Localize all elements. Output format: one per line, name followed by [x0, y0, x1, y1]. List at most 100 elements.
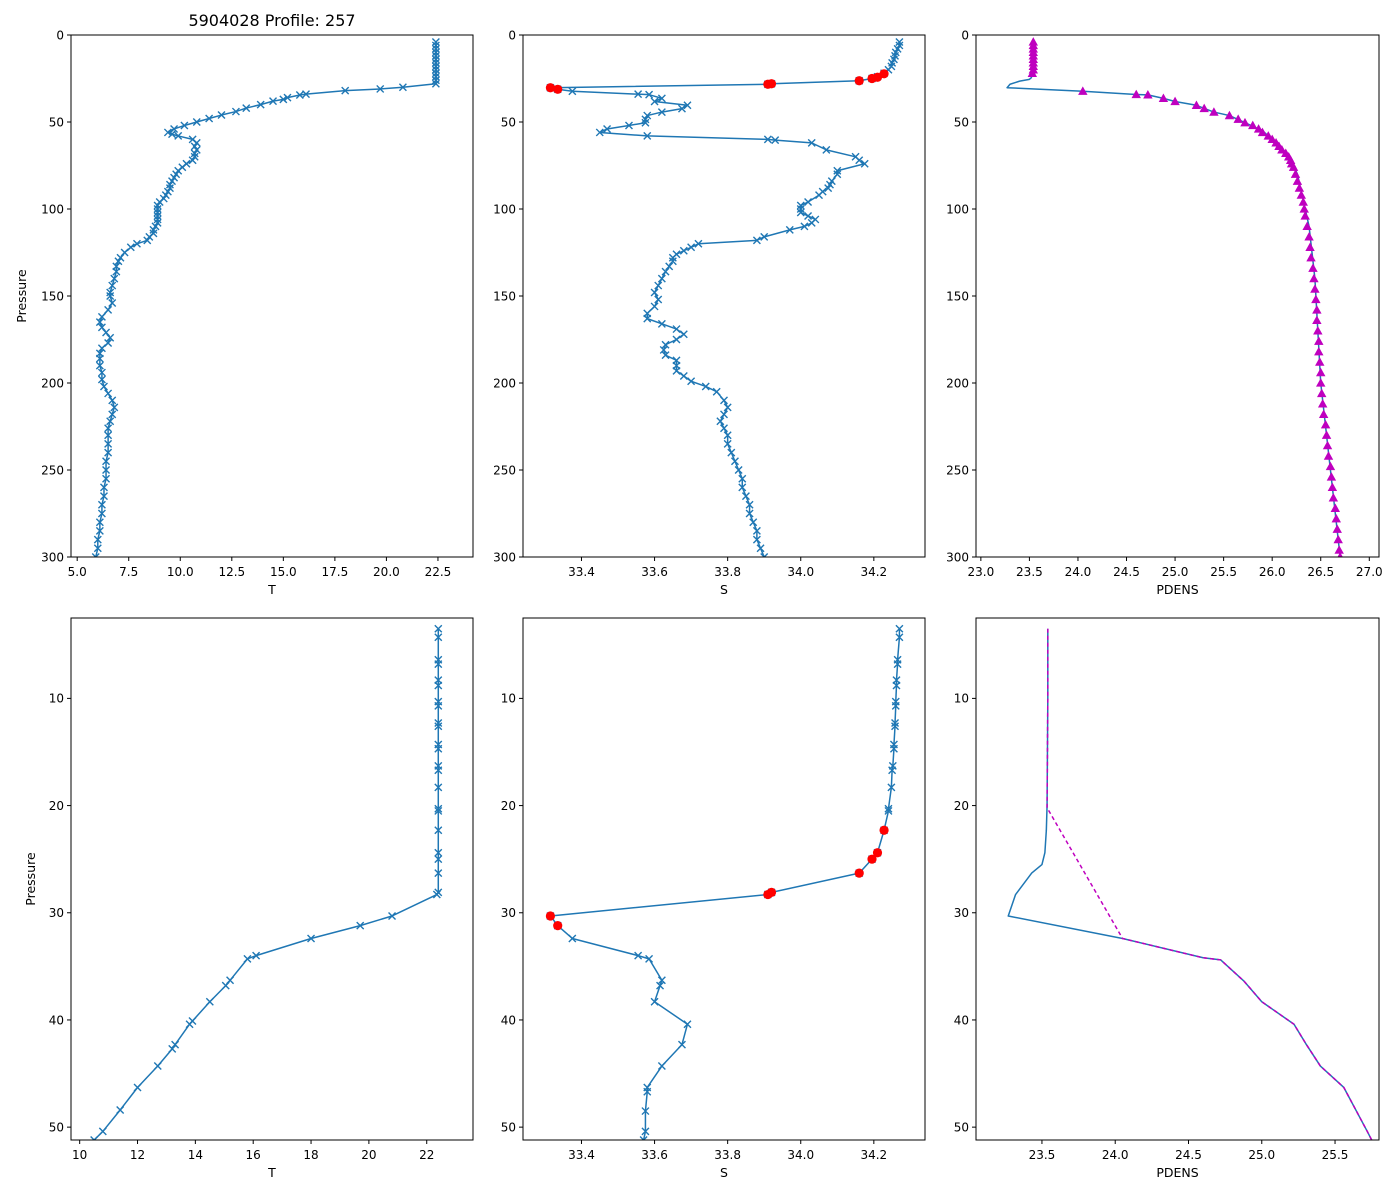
y-tick-label: 0: [508, 28, 516, 42]
data-point-marker: [99, 492, 108, 501]
y-tick-label: 200: [493, 376, 516, 390]
t-full-plot-area: [91, 37, 440, 557]
data-point-marker: [687, 243, 696, 252]
flagged-point-marker: [553, 921, 563, 931]
flagged-point-marker: [1313, 325, 1323, 335]
data-point-marker: [104, 305, 113, 314]
flagged-point-marker: [1334, 545, 1344, 554]
data-point-marker: [654, 281, 663, 290]
y-tick-label: 30: [954, 906, 969, 920]
flagged-point-marker: [867, 73, 877, 84]
data-point-marker: [887, 783, 896, 792]
flagged-point-marker: [763, 889, 773, 900]
data-point-marker: [143, 236, 152, 245]
data-point-marker: [650, 97, 659, 106]
y-tick-label: 250: [946, 463, 969, 477]
x-tick-label: 14: [188, 1148, 203, 1162]
data-point-marker: [168, 1044, 177, 1053]
data-point-marker: [431, 69, 440, 78]
data-point-marker: [833, 166, 842, 175]
data-point-marker: [659, 345, 668, 354]
data-point-marker: [192, 118, 201, 126]
flagged-point-marker: [1318, 409, 1329, 418]
data-point-marker: [434, 722, 443, 731]
x-tick-label: 25.0: [1162, 565, 1189, 579]
data-point-marker: [807, 138, 816, 147]
panel-pdens-full: 23.0 23.5 24.0 24.5 25.0 25.5 26.0 26.5 27.0 0 50 1…: [946, 28, 1383, 597]
data-point-marker: [252, 951, 261, 960]
data-point-marker: [650, 302, 659, 311]
flagged-point-marker: [854, 76, 864, 86]
data-point-marker: [171, 1040, 180, 1049]
data-point-marker: [153, 201, 162, 210]
flagged-point-marker: [1191, 100, 1202, 109]
flagged-point-marker: [1327, 482, 1338, 492]
x-tick-label: 15.0: [270, 565, 297, 579]
data-point-marker: [106, 288, 115, 297]
data-point-marker: [807, 218, 816, 227]
data-point-marker: [716, 417, 725, 426]
data-point-marker: [434, 783, 443, 792]
data-point-marker: [95, 361, 104, 370]
s-zoom-axes-frame: [522, 617, 926, 1141]
data-point-marker: [855, 156, 864, 165]
data-point-marker: [185, 1020, 194, 1029]
data-point-marker: [893, 660, 902, 669]
data-point-marker: [888, 766, 897, 775]
s-full-series-1: [545, 69, 889, 94]
data-point-marker: [434, 848, 443, 857]
flagged-point-marker: [854, 868, 864, 878]
y-tick-label: 40: [49, 1013, 64, 1027]
data-point-marker: [170, 124, 179, 133]
flagged-point-marker: [545, 911, 556, 921]
data-point-marker: [641, 115, 650, 124]
data-point-marker: [683, 1020, 692, 1029]
data-point-marker: [752, 236, 761, 245]
data-point-marker: [683, 101, 692, 110]
data-point-marker: [431, 76, 440, 85]
y-tick-label: 200: [946, 376, 969, 390]
flagged-point-marker: [1314, 346, 1324, 356]
x-tick-label: 10: [72, 1148, 87, 1162]
x-tick-label: 33.8: [714, 565, 741, 579]
x-tick-label: 33.4: [568, 1148, 595, 1162]
flagged-point-marker: [1257, 127, 1268, 137]
x-tick-label: 34.2: [860, 565, 887, 579]
data-point-marker: [895, 37, 904, 46]
data-point-marker: [603, 124, 612, 133]
data-point-marker: [661, 267, 670, 276]
data-point-marker: [104, 424, 113, 433]
data-point-marker: [679, 246, 688, 255]
data-point-marker: [104, 389, 113, 398]
panel-pdens-zoom: 23.5 24.0 24.5 25.0 25.5 10 20 30 40 50 PDENS: [954, 617, 1380, 1180]
x-tick-label: 34.0: [787, 565, 814, 579]
data-point-marker: [568, 934, 577, 943]
flagged-point-marker: [872, 848, 883, 858]
data-point-marker: [431, 44, 440, 53]
x-tick-label: 23.5: [1029, 1148, 1056, 1162]
data-point-marker: [677, 104, 686, 113]
flagged-point-marker: [1248, 120, 1258, 130]
data-point-marker: [679, 372, 688, 381]
data-point-marker: [641, 118, 650, 127]
data-point-marker: [756, 544, 765, 553]
pdens-zoom-series-1: [1046, 628, 1373, 1140]
data-point-marker: [657, 274, 666, 283]
flagged-point-marker: [1078, 86, 1088, 95]
data-point-marker: [434, 766, 443, 775]
x-tick-label: 23.0: [967, 565, 994, 579]
data-point-marker: [741, 492, 750, 501]
t-zoom-y-axis-label: Pressure: [23, 852, 38, 906]
data-point-marker: [643, 314, 652, 323]
data-point-marker: [95, 518, 104, 527]
flagged-point-marker: [1317, 399, 1328, 408]
y-tick-label: 50: [49, 1120, 64, 1134]
data-point-marker: [650, 288, 659, 297]
data-point-marker: [672, 335, 681, 344]
x-tick-label: 24.0: [1065, 565, 1092, 579]
y-tick-label: 150: [946, 289, 969, 303]
pdens-zoom-flag-line: [1046, 628, 1373, 1140]
pdens-zoom-axes-frame: [975, 617, 1380, 1141]
data-point-marker: [785, 225, 794, 234]
